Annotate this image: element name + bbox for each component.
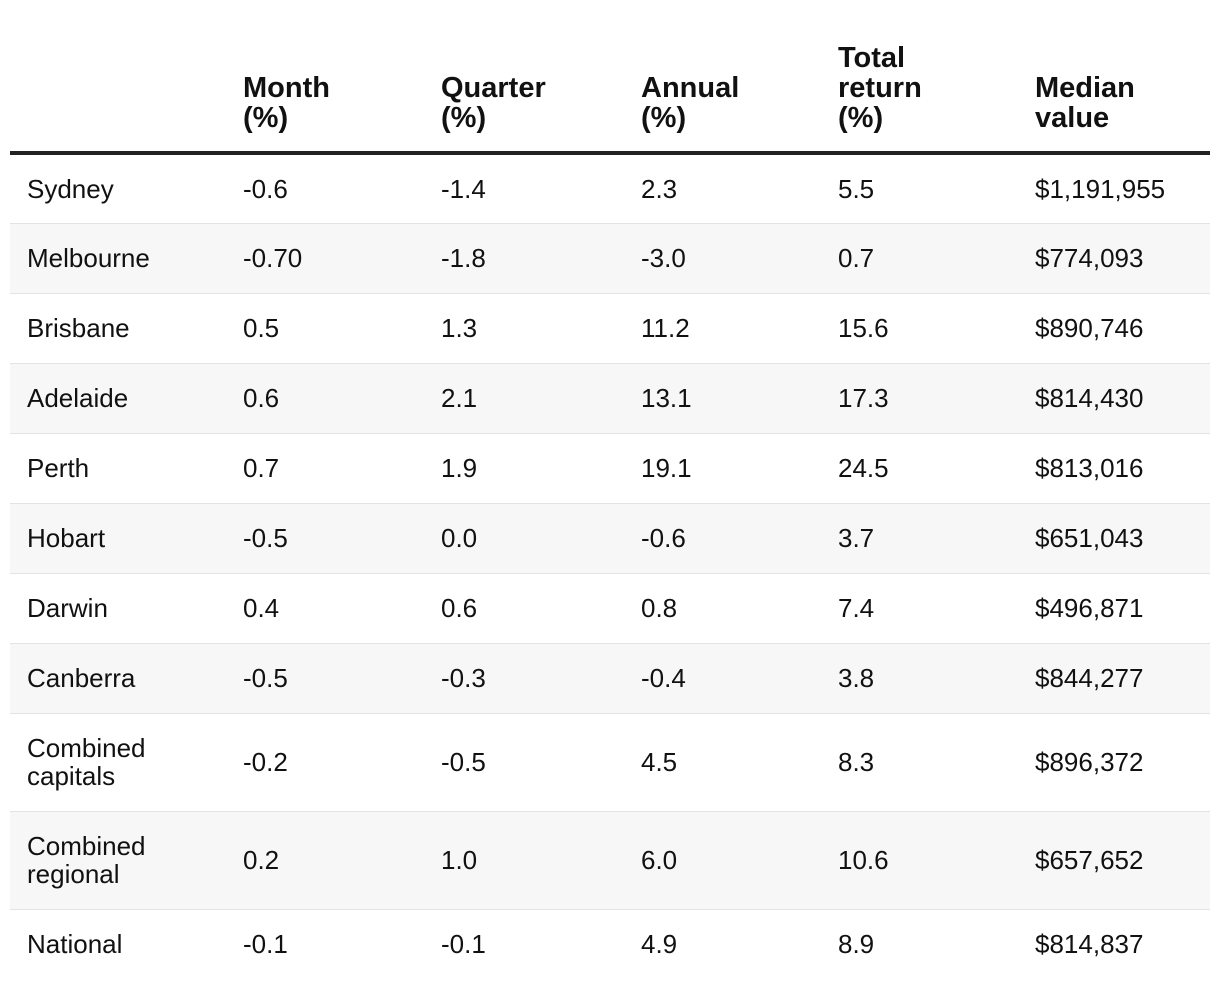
- cell-annual: -0.6: [641, 503, 838, 574]
- cell-median-value: $896,372: [1035, 713, 1210, 812]
- cell-quarter: -0.3: [441, 643, 641, 714]
- cell-median-value: $814,837: [1035, 929, 1144, 960]
- header-row: Month (%) Quarter (%) Annual (%) Total r…: [10, 0, 1210, 155]
- header-region: [10, 0, 243, 155]
- header-annual: Annual (%): [641, 0, 838, 155]
- cell-region: Sydney: [10, 153, 243, 224]
- header-month: Month (%): [243, 0, 441, 155]
- cell-median-value: $774,093: [1035, 223, 1210, 294]
- cell-annual: 19.1: [641, 433, 838, 504]
- cell-median-value: $844,277: [1035, 643, 1210, 714]
- cell-median-value: $496,871: [1035, 573, 1210, 644]
- cell-total-return: 8.9: [838, 929, 875, 960]
- header-quarter: Quarter (%): [441, 0, 641, 155]
- cell-quarter: 1.3: [441, 293, 641, 364]
- cell-annual: 0.8: [641, 573, 838, 644]
- cell-median-value: $651,043: [1035, 503, 1210, 574]
- cell-month: 0.7: [243, 433, 441, 504]
- cell-median-value: $1,191,955: [1035, 153, 1210, 224]
- cell-month: -0.5: [243, 503, 441, 574]
- cell-quarter: 0.0: [441, 503, 641, 574]
- cell-region: Adelaide: [10, 363, 243, 434]
- cell-annual: 11.2: [641, 293, 838, 364]
- home-value-table: Month (%) Quarter (%) Annual (%) Total r…: [10, 0, 1210, 979]
- cell-total-return: 7.4: [838, 573, 1035, 644]
- cell-annual: -3.0: [641, 223, 838, 294]
- table-row: Canberra -0.5 -0.3 -0.4 3.8 $844,277: [10, 643, 1210, 714]
- cell-region: National: [27, 929, 123, 960]
- cell-annual: 6.0: [641, 811, 838, 910]
- cell-median-value: $814,430: [1035, 363, 1210, 434]
- cell-total-return: 15.6: [838, 293, 1035, 364]
- cell-month: 0.4: [243, 573, 441, 644]
- cell-total-return: 3.7: [838, 503, 1035, 574]
- cell-quarter: -0.5: [441, 713, 641, 812]
- cell-month: -0.1: [243, 929, 288, 960]
- cell-total-return: 3.8: [838, 643, 1035, 714]
- cell-total-return: 8.3: [838, 713, 1035, 812]
- cell-quarter: 0.6: [441, 573, 641, 644]
- cell-total-return: 24.5: [838, 433, 1035, 504]
- cell-region: Canberra: [10, 643, 243, 714]
- cell-annual: -0.4: [641, 643, 838, 714]
- table-row: Perth 0.7 1.9 19.1 24.5 $813,016: [10, 433, 1210, 504]
- cell-month: -0.2: [243, 713, 441, 812]
- cell-month: -0.5: [243, 643, 441, 714]
- table-row: Melbourne -0.70 -1.8 -3.0 0.7 $774,093: [10, 223, 1210, 294]
- cell-quarter: -0.1: [441, 929, 486, 960]
- cell-total-return: 5.5: [838, 153, 1035, 224]
- table-row: Sydney -0.6 -1.4 2.3 5.5 $1,191,955: [10, 153, 1210, 224]
- cell-total-return: 0.7: [838, 223, 1035, 294]
- cell-quarter: -1.4: [441, 153, 641, 224]
- cell-annual: 2.3: [641, 153, 838, 224]
- cell-region: Hobart: [10, 503, 243, 574]
- cell-month: 0.6: [243, 363, 441, 434]
- cell-quarter: 1.9: [441, 433, 641, 504]
- table-body: Sydney -0.6 -1.4 2.3 5.5 $1,191,955 Melb…: [10, 153, 1210, 979]
- cell-month: 0.2: [243, 811, 441, 910]
- cell-region: Darwin: [10, 573, 243, 644]
- cell-annual: 4.9: [641, 929, 678, 960]
- header-median-value: Median value: [1035, 0, 1210, 155]
- cell-region: Perth: [10, 433, 243, 504]
- cell-month: -0.6: [243, 153, 441, 224]
- table-row: Darwin 0.4 0.6 0.8 7.4 $496,871: [10, 573, 1210, 644]
- cell-region: Combined capitals: [10, 713, 243, 812]
- cell-annual: 4.5: [641, 713, 838, 812]
- cell-quarter: -1.8: [441, 223, 641, 294]
- cell-median-value: $657,652: [1035, 811, 1210, 910]
- cell-annual: 13.1: [641, 363, 838, 434]
- table-row: Combined regional 0.2 1.0 6.0 10.6 $657,…: [10, 811, 1210, 910]
- cell-month: 0.5: [243, 293, 441, 364]
- table-row: Combined capitals -0.2 -0.5 4.5 8.3 $896…: [10, 713, 1210, 812]
- header-total-return: Total return (%): [838, 0, 1035, 155]
- table-row: National -0.1 -0.1 4.9 8.9 $814,837: [10, 909, 1210, 979]
- cell-quarter: 1.0: [441, 811, 641, 910]
- cell-region: Melbourne: [10, 223, 243, 294]
- table-row: Brisbane 0.5 1.3 11.2 15.6 $890,746: [10, 293, 1210, 364]
- cell-region: Brisbane: [10, 293, 243, 364]
- table-row: Adelaide 0.6 2.1 13.1 17.3 $814,430: [10, 363, 1210, 434]
- cell-quarter: 2.1: [441, 363, 641, 434]
- cell-total-return: 10.6: [838, 811, 1035, 910]
- home-value-table-container: Month (%) Quarter (%) Annual (%) Total r…: [10, 0, 1210, 979]
- cell-median-value: $890,746: [1035, 293, 1210, 364]
- cell-region: Combined regional: [10, 811, 243, 910]
- cell-total-return: 17.3: [838, 363, 1035, 434]
- table-row: Hobart -0.5 0.0 -0.6 3.7 $651,043: [10, 503, 1210, 574]
- cell-median-value: $813,016: [1035, 433, 1210, 504]
- cell-month: -0.70: [243, 223, 441, 294]
- table-header: Month (%) Quarter (%) Annual (%) Total r…: [10, 0, 1210, 155]
